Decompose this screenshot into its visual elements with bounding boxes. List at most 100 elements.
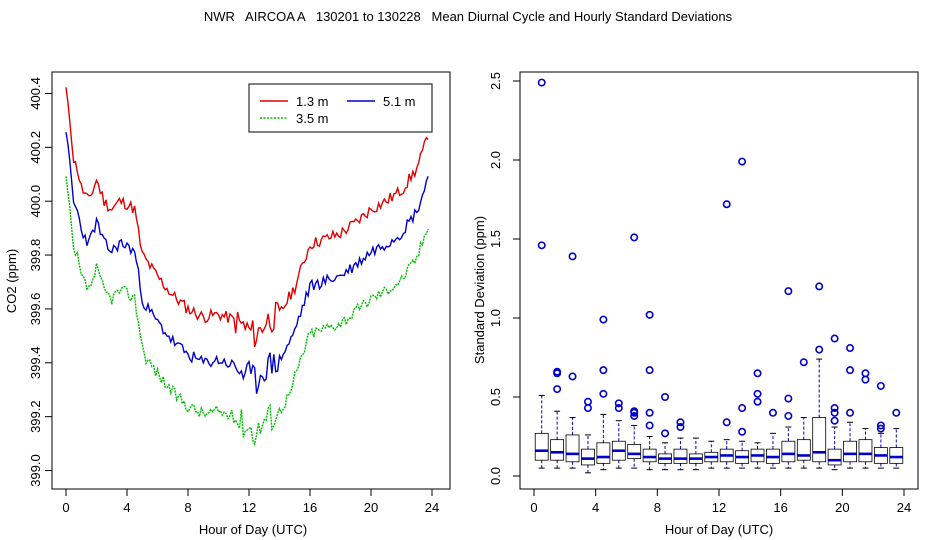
series-line-1-3-m	[65, 87, 429, 348]
right-y-tick-label: 1.5	[488, 230, 503, 248]
left-panel-co2-diurnal: 0 4 8 12 16 20 24 399.0 399.2 399.4 399.6 399.8 400.…	[4, 71, 451, 537]
boxplot-hour-21.5	[858, 369, 873, 469]
outlier-point	[614, 399, 623, 408]
outlier-point	[630, 411, 639, 420]
box-iqr	[796, 439, 811, 461]
right-x-tick-label: 24	[897, 500, 911, 515]
box-iqr	[534, 432, 549, 461]
outlier-point	[583, 404, 592, 413]
outlier-point	[553, 367, 562, 376]
left-y-tick-label: 400.4	[28, 77, 43, 110]
outlier-point	[568, 252, 577, 261]
outlier-point	[830, 416, 839, 425]
boxplot-hour-6.5	[627, 233, 642, 469]
outlier-point	[661, 429, 670, 438]
right-y-tick-label: 2.0	[488, 151, 503, 169]
box-iqr	[642, 448, 657, 463]
chart-title: NWR AIRCOA A 130201 to 130228 Mean Diurn…	[203, 9, 733, 24]
legend-label-5-1m: 5.1 m	[383, 94, 416, 109]
outlier-point	[815, 345, 824, 354]
boxplot-hour-15.5	[766, 408, 780, 469]
outlier-point	[861, 369, 870, 378]
boxplot-hour-14.5	[750, 369, 765, 469]
left-y-tick-label: 399.0	[28, 454, 43, 487]
boxplot-hour-22.5	[873, 381, 888, 469]
outlier-point	[614, 404, 623, 413]
right-x-tick-label: 8	[654, 500, 661, 515]
boxplot-hour-13.5	[735, 157, 750, 469]
right-y-tick-label: 0.0	[488, 467, 503, 485]
right-y-tick-label: 1.0	[488, 309, 503, 327]
right-x-tick-label: 4	[592, 500, 599, 515]
boxplot-hour-18.5	[812, 282, 827, 469]
boxplot-hour-19.5	[827, 334, 842, 471]
outlier-point	[722, 200, 731, 209]
legend-label-1-3m: 1.3 m	[296, 94, 329, 109]
outlier-point	[738, 157, 747, 166]
box-iqr	[550, 439, 565, 461]
left-y-tick-label: 399.8	[28, 239, 43, 272]
boxplot-hour-23.5	[889, 408, 904, 469]
outlier-point	[830, 334, 839, 343]
box-iqr	[827, 448, 842, 466]
outlier-point	[599, 315, 608, 324]
left-y-tick-label: 400.0	[28, 185, 43, 218]
left-legend: 1.3 m 5.1 m 3.5 m	[248, 83, 433, 133]
right-x-tick-label: 16	[773, 500, 787, 515]
box-iqr	[565, 434, 580, 463]
outlier-point	[892, 408, 901, 417]
outlier-point	[784, 411, 793, 420]
outlier-point	[846, 344, 855, 353]
boxplot-hour-20.5	[843, 344, 857, 469]
box-iqr	[781, 440, 796, 463]
outlier-point	[599, 366, 608, 375]
outlier-point	[676, 418, 685, 427]
box-iqr	[673, 448, 688, 464]
left-x-tick-label: 4	[123, 500, 130, 515]
right-x-tick-label: 0	[530, 500, 537, 515]
right-x-tick-label: 20	[835, 500, 849, 515]
boxplot-hour-10.5	[688, 437, 703, 471]
left-x-tick-label: 0	[62, 500, 69, 515]
outlier-point	[799, 358, 808, 367]
outlier-point	[846, 366, 855, 375]
outlier-point	[738, 404, 747, 413]
right-y-tick-label: 0.5	[488, 388, 503, 406]
left-x-tick-label: 16	[303, 500, 317, 515]
outlier-point	[676, 423, 685, 432]
outlier-point	[722, 418, 731, 427]
outlier-point	[830, 404, 839, 413]
boxplot-hour-9.5	[673, 418, 688, 471]
outlier-point	[553, 385, 562, 394]
boxplot-hour-16.5	[781, 287, 796, 469]
box-iqr	[858, 439, 873, 463]
right-panel-std-dev: 0 4 8 12 16 20 24 0.0 0.5 1.0 1.5 2.0 2.5 Hour of Da…	[472, 71, 919, 537]
left-axes: 0 4 8 12 16 20 24 399.0 399.2 399.4 399.6 399.8 400.…	[28, 77, 439, 515]
left-series	[65, 87, 429, 447]
boxplot-hour-17.5	[796, 358, 811, 469]
legend-box	[248, 83, 433, 133]
outlier-point	[830, 408, 839, 417]
left-x-tick-label: 8	[184, 500, 191, 515]
right-y-axis-label: Standard Deviation (ppm)	[472, 216, 487, 364]
outlier-point	[876, 424, 885, 433]
outlier-point	[599, 389, 608, 398]
outlier-point	[645, 421, 654, 430]
outlier-point	[645, 408, 654, 417]
outlier-point	[645, 366, 654, 375]
left-x-axis-label: Hour of Day (UTC)	[199, 522, 307, 537]
left-y-tick-label: 400.2	[28, 131, 43, 164]
outlier-point	[753, 397, 762, 406]
box-iqr	[889, 447, 904, 464]
box-iqr	[843, 440, 857, 463]
left-x-tick-label: 12	[242, 500, 256, 515]
right-x-axis-label: Hour of Day (UTC)	[665, 522, 773, 537]
outlier-point	[876, 421, 885, 430]
outlier-point	[645, 310, 654, 319]
right-axes: 0 4 8 12 16 20 24 0.0 0.5 1.0 1.5 2.0 2.5	[488, 72, 911, 515]
outlier-point	[753, 369, 762, 378]
left-y-tick-label: 399.2	[28, 400, 43, 433]
boxplot-hour-0.5	[534, 78, 549, 469]
outlier-point	[661, 392, 670, 401]
